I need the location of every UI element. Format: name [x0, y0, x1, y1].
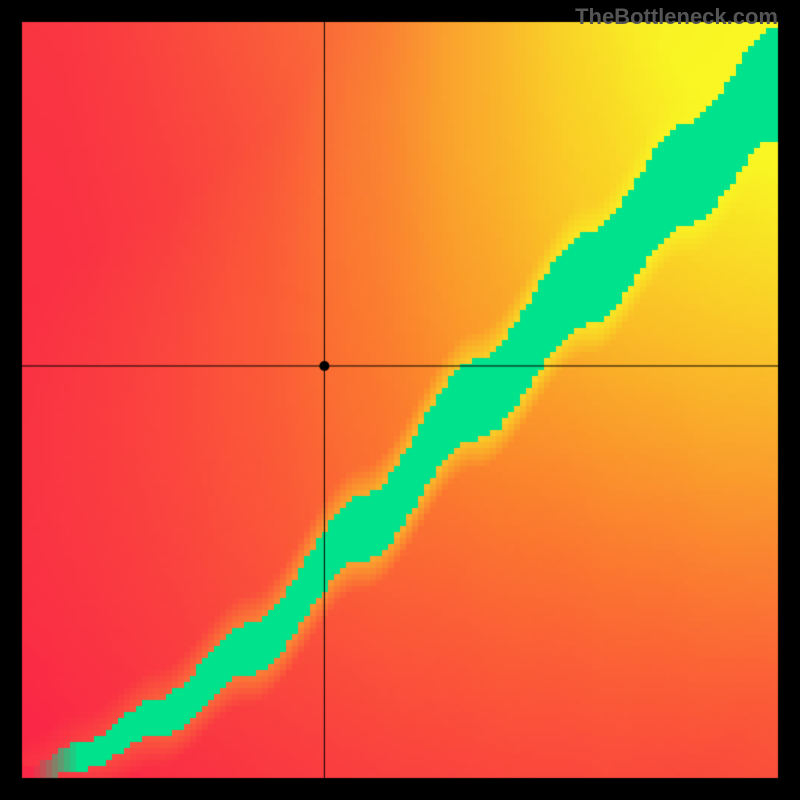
- watermark-text: TheBottleneck.com: [575, 4, 778, 30]
- chart-container: TheBottleneck.com: [0, 0, 800, 800]
- heatmap-canvas: [0, 0, 800, 800]
